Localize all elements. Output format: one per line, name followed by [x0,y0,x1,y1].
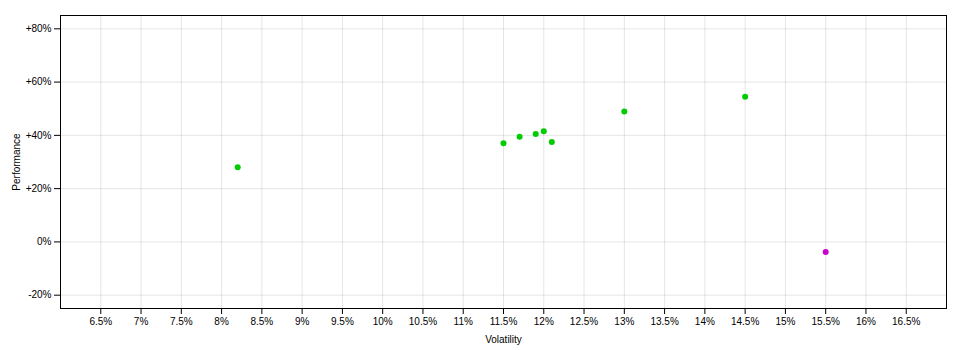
svg-text:16.5%: 16.5% [892,316,920,327]
svg-text:8%: 8% [214,316,229,327]
svg-text:9%: 9% [295,316,310,327]
svg-text:10%: 10% [373,316,393,327]
svg-text:0%: 0% [37,236,52,247]
svg-text:16%: 16% [856,316,876,327]
svg-text:+60%: +60% [26,76,52,87]
svg-text:14%: 14% [695,316,715,327]
svg-text:12.5%: 12.5% [570,316,598,327]
svg-text:15%: 15% [775,316,795,327]
svg-text:12%: 12% [534,316,554,327]
svg-text:6.5%: 6.5% [89,316,112,327]
svg-text:Performance: Performance [11,133,22,191]
svg-text:13.5%: 13.5% [650,316,678,327]
svg-text:7.5%: 7.5% [170,316,193,327]
svg-text:15.5%: 15.5% [812,316,840,327]
svg-text:11.5%: 11.5% [490,316,518,327]
svg-text:7%: 7% [134,316,149,327]
svg-text:-20%: -20% [28,289,51,300]
svg-text:14.5%: 14.5% [731,316,759,327]
svg-text:10.5%: 10.5% [409,316,437,327]
svg-text:+80%: +80% [26,23,52,34]
svg-text:+40%: +40% [26,130,52,141]
svg-text:9.5%: 9.5% [331,316,354,327]
svg-text:13%: 13% [614,316,634,327]
svg-text:11%: 11% [454,316,473,327]
svg-text:8.5%: 8.5% [250,316,273,327]
svg-text:Volatility: Volatility [485,334,522,345]
svg-text:+20%: +20% [26,183,52,194]
